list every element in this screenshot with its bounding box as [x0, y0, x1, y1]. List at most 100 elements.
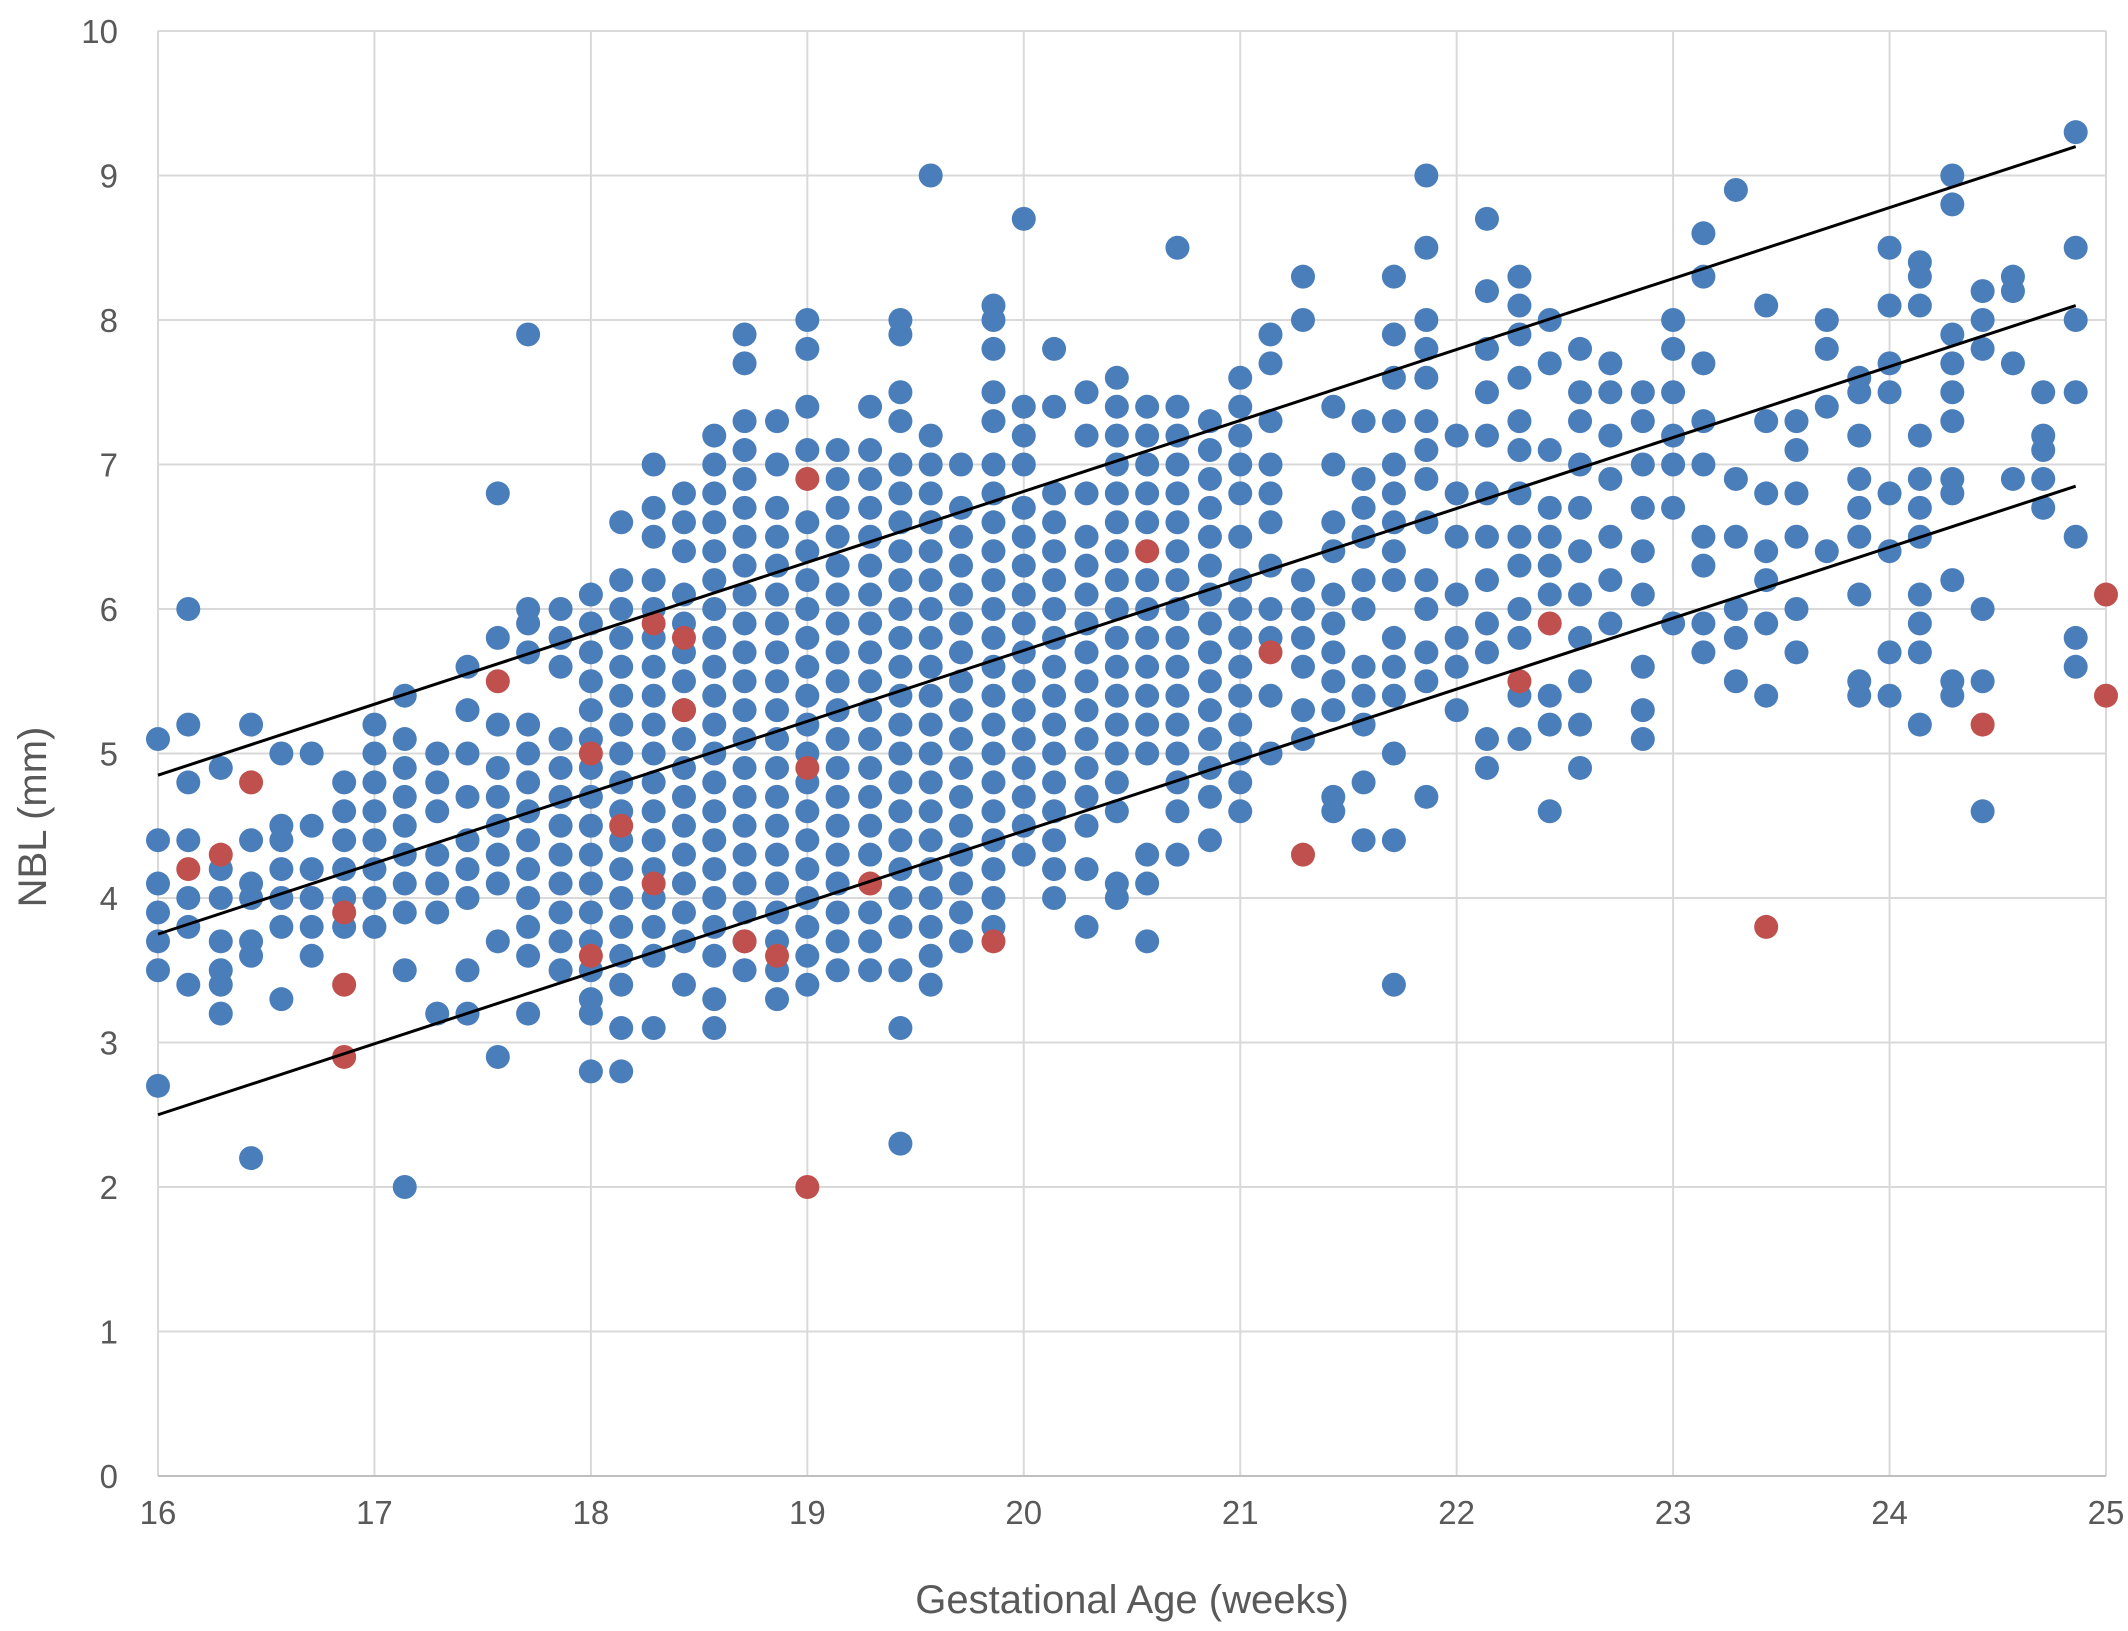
data-point: [732, 611, 757, 636]
data-point: [641, 568, 666, 593]
data-point: [609, 654, 634, 679]
data-point: [1321, 640, 1346, 665]
data-point: [1321, 510, 1346, 535]
data-point: [609, 625, 634, 650]
data-point: [1877, 293, 1902, 318]
data-point: [825, 438, 850, 463]
data-point: [1042, 481, 1067, 506]
data-point: [795, 336, 820, 361]
data-point: [578, 582, 603, 607]
data-point: [146, 727, 170, 752]
data-point: [548, 871, 573, 896]
data-point: [949, 929, 974, 954]
data-point: [1074, 813, 1099, 838]
y-tick-label: 10: [81, 13, 118, 50]
data-point: [1228, 597, 1253, 621]
data-point: [795, 625, 820, 650]
data-point: [1630, 409, 1655, 434]
data-point: [1074, 582, 1099, 607]
data-point: [578, 698, 603, 723]
data-point: [1165, 625, 1190, 650]
data-point: [1258, 481, 1283, 506]
data-point: [1135, 423, 1160, 448]
data-point: [2000, 264, 2025, 289]
data-point: [671, 784, 696, 809]
data-point: [702, 539, 727, 564]
data-point: [1042, 886, 1067, 910]
data-point: [1104, 481, 1129, 506]
data-point: [825, 553, 850, 578]
data-point: [888, 958, 913, 983]
data-point: [765, 640, 790, 665]
y-tick-label: 6: [100, 591, 118, 628]
data-point: [1474, 524, 1499, 549]
data-point: [1290, 597, 1315, 621]
data-point: [1907, 640, 1932, 665]
data-point: [765, 495, 790, 520]
highlighted-point: [578, 741, 603, 766]
data-point: [1104, 799, 1129, 824]
data-point: [888, 452, 913, 477]
data-point: [1940, 380, 1965, 405]
data-point: [765, 698, 790, 723]
data-point: [1042, 597, 1067, 621]
data-point: [516, 886, 541, 910]
data-point: [269, 987, 294, 1012]
data-point: [2063, 235, 2088, 260]
data-point: [485, 784, 510, 809]
data-point: [888, 770, 913, 795]
data-point: [485, 625, 510, 650]
data-point: [1598, 611, 1623, 636]
data-point: [1165, 510, 1190, 535]
data-point: [981, 770, 1006, 795]
data-point: [1165, 235, 1190, 260]
data-point: [702, 625, 727, 650]
data-point: [765, 784, 790, 809]
data-point: [1197, 828, 1222, 853]
data-point: [1228, 524, 1253, 549]
data-point: [702, 510, 727, 535]
data-point: [299, 857, 324, 882]
data-point: [1568, 582, 1593, 607]
data-point: [858, 842, 883, 867]
data-point: [702, 481, 727, 506]
data-point: [1290, 625, 1315, 650]
data-point: [671, 510, 696, 535]
data-point: [516, 857, 541, 882]
data-point: [825, 929, 850, 954]
data-point: [1661, 495, 1686, 520]
data-point: [362, 914, 387, 939]
data-point: [1321, 394, 1346, 419]
data-point: [208, 886, 233, 910]
data-point: [332, 799, 357, 824]
highlighted-point: [795, 755, 820, 780]
data-point: [1444, 423, 1469, 448]
data-point: [1321, 539, 1346, 564]
data-point: [1290, 654, 1315, 679]
data-point: [1258, 683, 1283, 708]
x-tick-label: 23: [1655, 1494, 1692, 1531]
data-point: [702, 886, 727, 910]
data-point: [918, 597, 943, 621]
data-point: [918, 799, 943, 824]
data-point: [1940, 669, 1965, 694]
data-point: [1197, 727, 1222, 752]
data-point: [1165, 712, 1190, 737]
data-point: [825, 727, 850, 752]
data-point: [1907, 293, 1932, 318]
data-point: [765, 611, 790, 636]
data-point: [858, 929, 883, 954]
data-point: [455, 958, 480, 983]
data-point: [825, 582, 850, 607]
data-point: [918, 481, 943, 506]
data-point: [641, 452, 666, 477]
data-point: [548, 958, 573, 983]
data-point: [609, 683, 634, 708]
data-point: [392, 1175, 417, 1199]
data-point: [825, 755, 850, 780]
data-point: [981, 336, 1006, 361]
data-point: [671, 727, 696, 752]
y-tick-label: 2: [100, 1169, 118, 1206]
data-point: [1074, 640, 1099, 665]
